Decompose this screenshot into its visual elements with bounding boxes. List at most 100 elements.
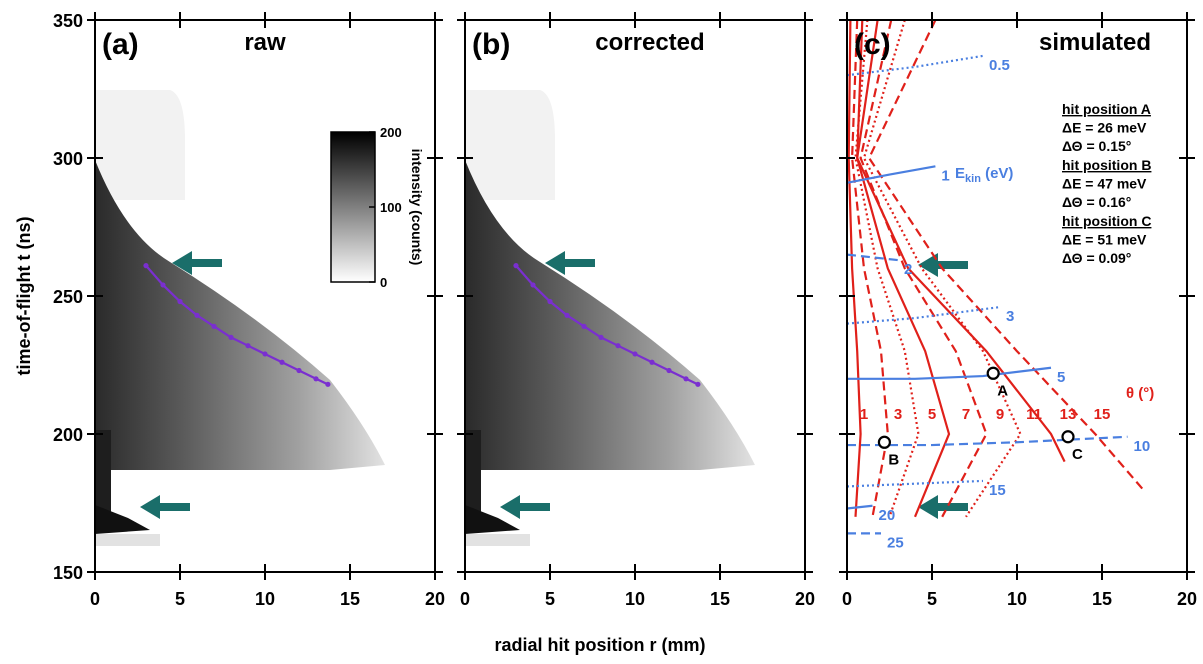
- hit-point-label: B: [888, 451, 899, 468]
- angle-line: [856, 19, 951, 518]
- energy-label: 25: [887, 534, 904, 551]
- panel-title: simulated: [1039, 29, 1151, 56]
- angle-line: [867, 19, 1144, 490]
- arrows: [140, 251, 968, 519]
- x-tick-label: 5: [175, 589, 185, 609]
- y-tick-label: 150: [53, 563, 83, 583]
- trace-point: [279, 359, 285, 365]
- angle-label: 1: [860, 406, 868, 423]
- angle-axis-label: θ (°): [1126, 385, 1154, 402]
- box-title: hit position B: [1062, 157, 1151, 173]
- panel-label: (a): [102, 28, 139, 61]
- x-tick-label: 5: [927, 589, 937, 609]
- trace-point: [177, 298, 183, 305]
- x-tick-label: 0: [842, 589, 852, 609]
- y-tick-label: 300: [53, 149, 83, 169]
- hit-point: [877, 435, 892, 449]
- arrow: [545, 251, 595, 275]
- energy-line: [846, 305, 1001, 325]
- angle-line: [847, 19, 862, 517]
- y-tick-label: 200: [53, 425, 83, 445]
- panel-title: raw: [244, 29, 286, 56]
- arrow: [918, 495, 968, 519]
- x-tick-label: 15: [1092, 589, 1112, 609]
- energy-label: 20: [879, 507, 896, 524]
- trace-point: [211, 323, 217, 329]
- angle-label: 7: [962, 406, 970, 423]
- energy-label: 10: [1134, 438, 1151, 455]
- trace-point: [228, 334, 234, 340]
- trace-line: [145, 264, 329, 386]
- energy-line: [846, 504, 873, 510]
- box-de: ΔE = 51 meV: [1062, 232, 1147, 248]
- trace-point: [683, 376, 689, 382]
- energy-axis-label-part: E: [955, 165, 965, 182]
- trace-point: [160, 282, 166, 288]
- trace-point: [649, 359, 655, 365]
- trace-point: [245, 343, 251, 349]
- angle-label: 3: [894, 406, 902, 423]
- angle-line: [856, 19, 1066, 463]
- x-tick-label: 10: [625, 589, 645, 609]
- angle-label: 15: [1094, 406, 1111, 423]
- x-tick-label: 15: [340, 589, 360, 609]
- energy-axis-label-part: (eV): [981, 165, 1014, 182]
- angle-label: 13: [1060, 406, 1077, 423]
- y-axis-label: time-of-flight t (ns): [14, 217, 34, 376]
- trace-point: [632, 351, 638, 357]
- energy-axis-label-part: kin: [965, 173, 981, 185]
- trace-point: [513, 263, 519, 269]
- heatmap-b: [465, 90, 755, 546]
- energy-axis-label: Ekin (eV): [955, 165, 1013, 185]
- energy-label: 0.5: [989, 57, 1010, 74]
- trace-point: [530, 282, 536, 288]
- energy-line: [846, 479, 984, 488]
- box-de: ΔE = 47 meV: [1062, 176, 1147, 192]
- angle-label: 9: [996, 406, 1004, 423]
- box-de: ΔE = 26 meV: [1062, 120, 1147, 136]
- energy-label: 1: [941, 167, 949, 184]
- box-dtheta: ΔΘ = 0.09°: [1062, 250, 1131, 266]
- box-title: hit position C: [1062, 213, 1151, 229]
- hit-point-label: A: [997, 382, 1008, 399]
- trace-point: [581, 323, 587, 329]
- colorbar: [330, 131, 376, 283]
- angle-line: [862, 19, 1022, 518]
- hit-point: [1061, 430, 1075, 444]
- trace-point: [695, 381, 701, 387]
- panel-label: (c): [854, 28, 891, 61]
- y-tick-label: 350: [53, 11, 83, 31]
- energy-label: 3: [1006, 308, 1014, 325]
- x-tick-label: 0: [460, 589, 470, 609]
- y-tick-label: 250: [53, 287, 83, 307]
- box-title: hit position A: [1062, 101, 1151, 117]
- hit-point: [986, 366, 1000, 380]
- x-tick-label: 10: [1007, 589, 1027, 609]
- trace-point: [564, 312, 570, 318]
- hit-point-label: C: [1072, 446, 1083, 463]
- energy-label: 2: [904, 261, 912, 278]
- x-tick-label: 10: [255, 589, 275, 609]
- energy-label: 15: [989, 482, 1006, 499]
- arrow: [500, 495, 550, 519]
- arrow: [140, 495, 190, 519]
- energy-line: [846, 253, 899, 262]
- angle-line: [850, 19, 889, 517]
- angle-line: [859, 19, 988, 518]
- trace-point: [296, 367, 302, 374]
- trace-point: [325, 381, 331, 387]
- energy-label: 5: [1057, 369, 1065, 386]
- x-tick-label: 0: [90, 589, 100, 609]
- trace-point: [547, 298, 553, 305]
- x-tick-label: 5: [545, 589, 555, 609]
- x-tick-label: 20: [795, 589, 815, 609]
- panel-title: corrected: [595, 29, 704, 56]
- colorbar-label: intensity (counts): [409, 149, 425, 266]
- trace-point: [598, 334, 604, 340]
- x-axis-label: radial hit position r (mm): [494, 635, 705, 655]
- arrow: [918, 253, 968, 277]
- trace-point: [143, 263, 149, 269]
- energy-line: [846, 165, 936, 184]
- panel-label: (b): [472, 28, 510, 61]
